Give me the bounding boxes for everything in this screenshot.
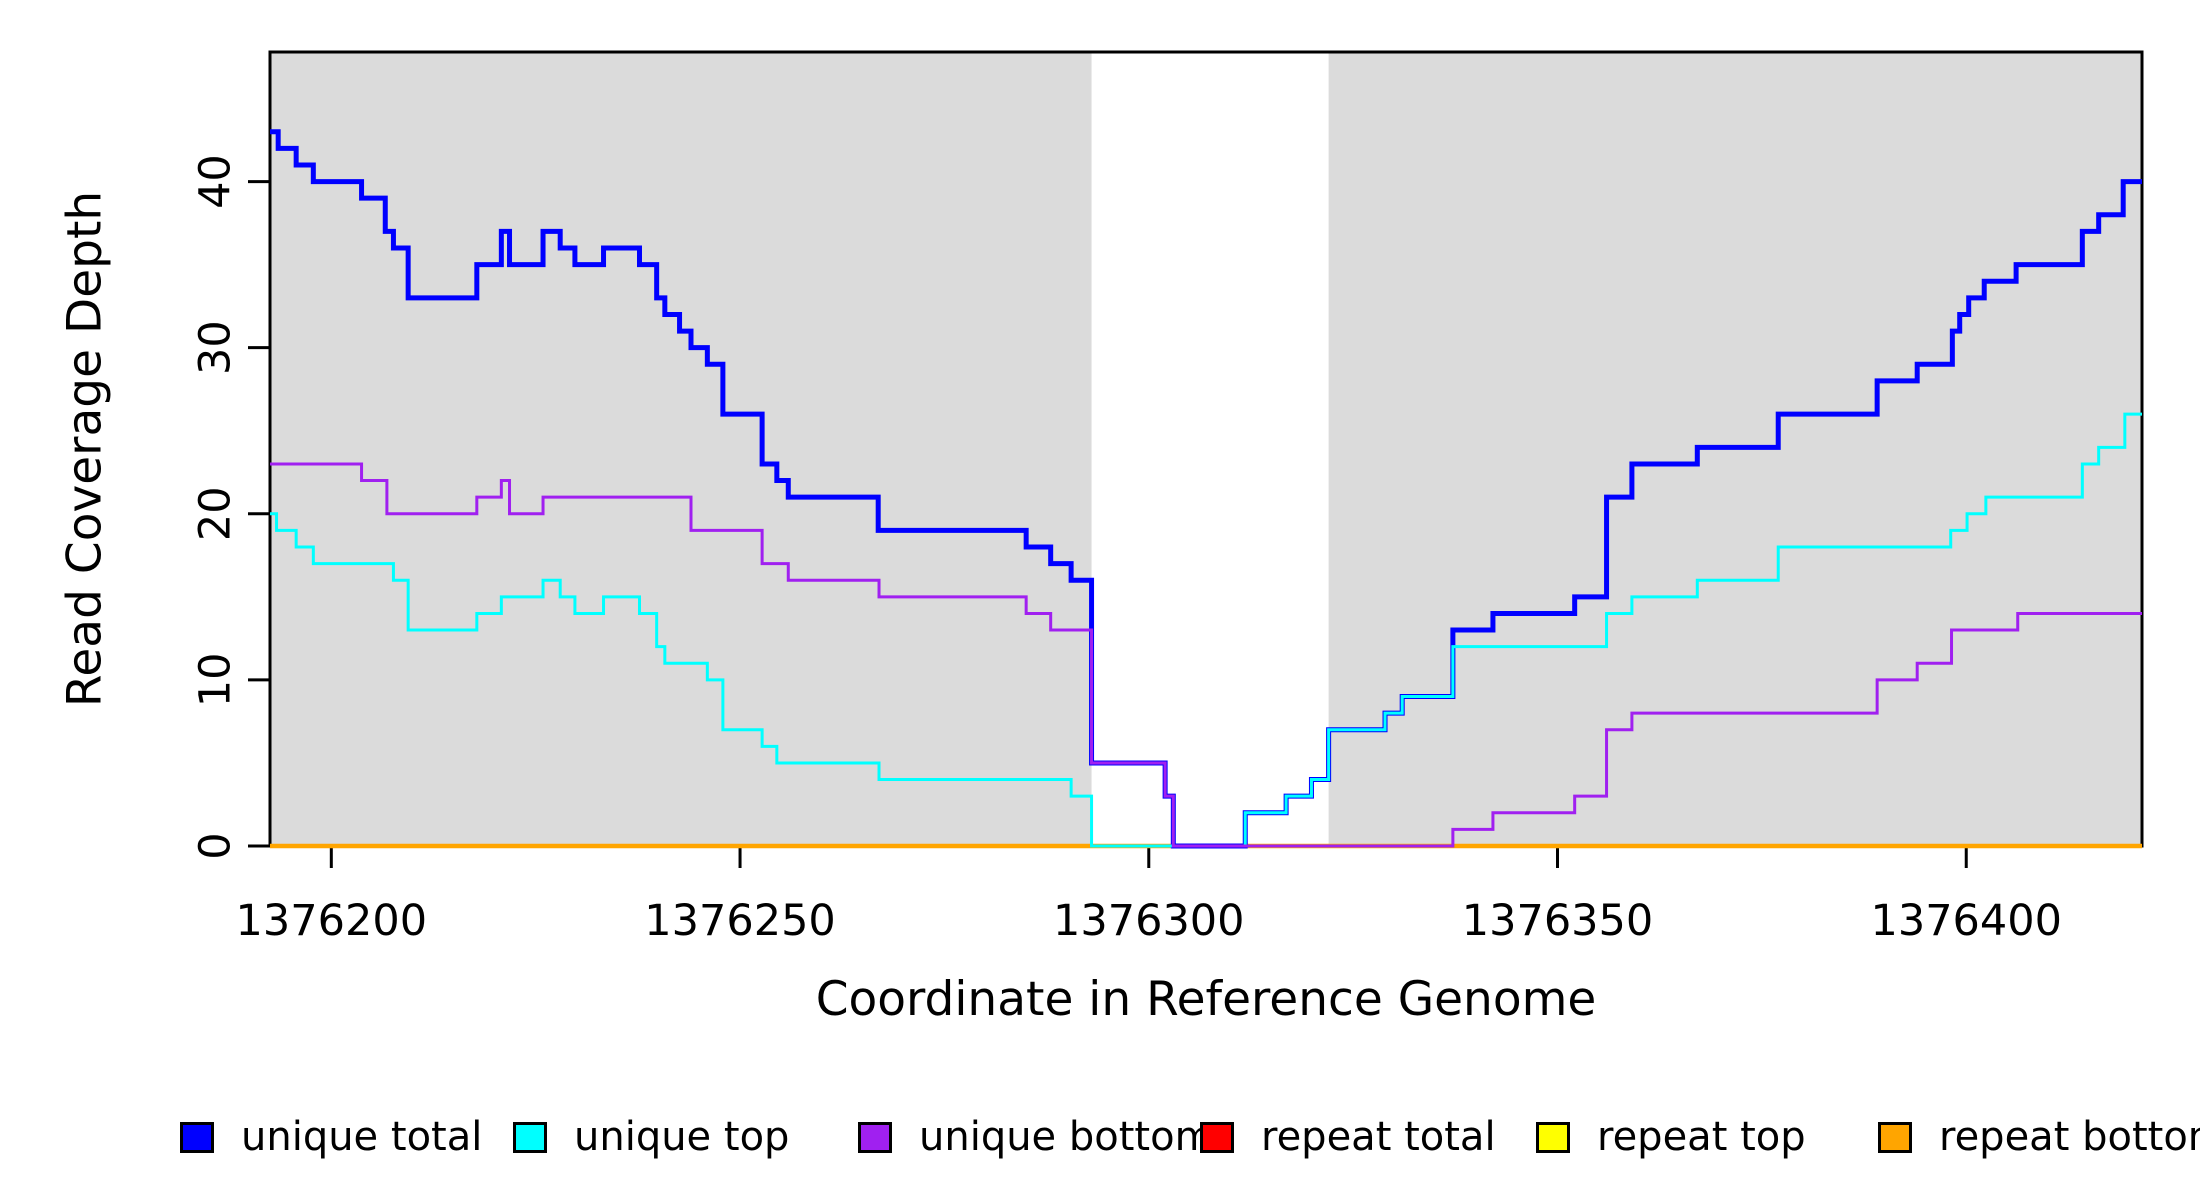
series-unique-total [270, 129, 2142, 849]
legend-swatch-unique-bottom [858, 1121, 892, 1153]
y-axis-title: Read Coverage Depth [57, 190, 113, 708]
y-tick-label: 0 [191, 832, 241, 859]
legend-item-unique-bottom: unique bottom [858, 1112, 1214, 1162]
legend-label: unique total [241, 1114, 483, 1160]
legend-item-repeat-top: repeat top [1536, 1112, 1806, 1162]
y-tick-label: 30 [191, 320, 241, 375]
x-tick-label: 1376300 [1053, 896, 1245, 946]
legend-label: repeat bottom [1939, 1114, 2200, 1160]
legend-item-unique-top: unique top [513, 1112, 789, 1162]
y-tick-label: 40 [191, 154, 241, 209]
legend-item-repeat-bottom: repeat bottom [1878, 1112, 2200, 1162]
legend-label: repeat top [1597, 1114, 1806, 1160]
legend-swatch-repeat-total [1200, 1121, 1234, 1153]
legend-item-repeat-total: repeat total [1200, 1112, 1496, 1162]
legend-label: unique top [574, 1114, 790, 1160]
legend-swatch-unique-total [180, 1121, 214, 1153]
legend-item-unique-total: unique total [180, 1112, 482, 1162]
x-tick-label: 1376250 [644, 896, 836, 946]
series-unique-top [270, 412, 2142, 848]
legend-swatch-repeat-top [1536, 1121, 1570, 1153]
y-tick-label: 10 [191, 653, 241, 708]
legend-label: unique bottom [919, 1114, 1214, 1160]
x-tick-label: 1376400 [1870, 896, 2062, 946]
legend-swatch-unique-top [513, 1121, 547, 1153]
x-tick-label: 1376200 [236, 896, 428, 946]
legend-swatch-repeat-bottom [1878, 1121, 1912, 1153]
x-axis-title: Coordinate in Reference Genome [815, 972, 1597, 1027]
series-unique-bottom [270, 462, 2142, 848]
shaded-region-0 [270, 52, 1092, 846]
y-tick-label: 20 [191, 486, 241, 541]
legend-label: repeat total [1261, 1114, 1496, 1160]
x-tick-label: 1376350 [1462, 896, 1654, 946]
